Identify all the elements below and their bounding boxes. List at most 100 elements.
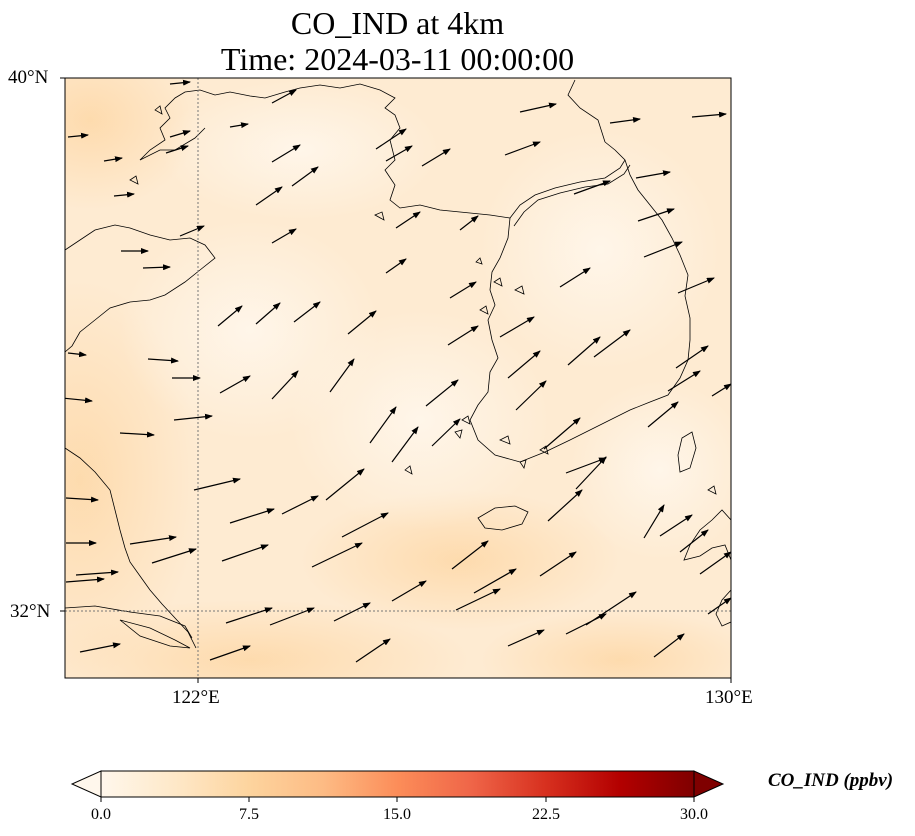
wind-arrow	[225, 607, 273, 624]
wind-arrow	[229, 508, 275, 524]
kyushu-coast	[683, 509, 731, 561]
wind-arrow	[543, 417, 581, 450]
wind-arrow	[677, 277, 715, 294]
wind-arrow	[269, 607, 315, 626]
map-frame	[64, 77, 732, 679]
wind-arrow	[711, 383, 731, 397]
wind-arrow	[567, 336, 601, 366]
wind-arrow	[129, 535, 177, 545]
wind-arrow	[499, 316, 535, 338]
tsushima-island	[677, 431, 697, 473]
wind-arrow	[375, 128, 407, 150]
wind-arrow	[653, 633, 685, 658]
wind-arrow	[593, 329, 631, 358]
colorbar-tick-label: 22.5	[532, 806, 560, 823]
wind-arrow	[291, 166, 319, 187]
colorbar-tick-label: 15.0	[383, 806, 411, 823]
wind-arrow	[637, 208, 675, 222]
wind-arrow	[255, 302, 281, 325]
wind-arrow	[385, 258, 407, 274]
lon-tick-label: 130°E	[705, 687, 753, 708]
wind-arrow	[179, 225, 205, 237]
wind-arrow	[329, 358, 355, 393]
colorbar-bar	[100, 770, 695, 798]
wind-arrow	[281, 495, 319, 515]
wind-arrow	[425, 379, 459, 407]
map-title: CO_IND at 4km	[290, 5, 505, 41]
coastline-korea-border-2	[513, 164, 631, 227]
wind-arrow	[431, 418, 461, 447]
coastline-korea-northeast	[567, 79, 606, 143]
coastline-yangtze	[65, 605, 193, 639]
wind-arrow	[609, 116, 641, 124]
wind-arrow	[585, 591, 637, 626]
wind-arrow	[65, 496, 99, 503]
wind-arrow	[75, 569, 119, 576]
wind-arrow	[369, 406, 397, 444]
wind-arrow	[559, 267, 591, 288]
colorbar-extend-max	[693, 770, 725, 798]
coastline-korea-west	[469, 141, 691, 463]
wind-arrow	[575, 456, 607, 490]
wind-arrow	[219, 375, 251, 394]
wind-arrow	[169, 130, 191, 138]
wind-arrow	[507, 629, 545, 647]
wind-arrow	[173, 413, 213, 421]
jeju-island	[477, 505, 529, 531]
colorbar-tick-label: 30.0	[680, 806, 708, 823]
wind-arrow	[539, 551, 577, 577]
wind-arrow	[547, 489, 583, 522]
wind-arrow	[147, 357, 179, 364]
wind-arrow	[455, 588, 501, 611]
wind-arrow	[519, 102, 557, 113]
wind-arrow	[643, 504, 665, 539]
wind-arrow	[659, 514, 693, 537]
wind-arrow	[271, 144, 301, 163]
wind-arrow	[421, 148, 451, 167]
wind-arrow	[221, 544, 269, 562]
wind-arrow	[451, 540, 489, 570]
wind-arrow	[647, 401, 679, 428]
coastline-korea-border	[509, 159, 626, 219]
colorbar-label: CO_IND (ppbv)	[768, 770, 894, 791]
co-concentration-field	[65, 78, 731, 678]
colorbar	[70, 770, 725, 802]
colorbar-tick-label: 0.0	[91, 806, 111, 823]
lat-tick-label: 40°N	[8, 67, 49, 88]
wind-arrow	[643, 241, 683, 258]
wind-arrow	[341, 512, 389, 538]
wind-arrow	[209, 645, 251, 661]
colorbar-tick-label: 7.5	[239, 806, 259, 823]
wind-arrow	[507, 350, 541, 379]
wind-arrow	[113, 191, 135, 198]
wind-arrow	[395, 211, 421, 229]
wind-arrow	[679, 529, 709, 553]
wind-arrow	[151, 548, 197, 564]
wind-arrow	[65, 576, 105, 583]
wind-arrow	[79, 642, 121, 653]
wind-arrow	[193, 477, 241, 491]
kyushu-south	[715, 589, 731, 627]
wind-arrow	[691, 111, 727, 118]
coastline-china-east	[65, 447, 197, 649]
wind-arrow	[142, 264, 171, 271]
wind-arrow	[271, 89, 297, 104]
coastline-yangtze-island	[119, 619, 191, 649]
wind-vectors	[65, 79, 731, 663]
wind-arrow	[67, 351, 87, 358]
wind-arrow	[515, 380, 547, 411]
wind-arrow	[449, 281, 477, 299]
wind-arrow	[67, 132, 89, 139]
wind-arrow	[473, 568, 517, 594]
wind-arrow	[635, 170, 671, 179]
wind-arrow	[271, 228, 297, 244]
wind-arrow	[459, 215, 479, 231]
wind-arrow	[333, 602, 371, 622]
lat-tick-label: 32°N	[10, 601, 51, 622]
wind-arrow	[391, 426, 419, 463]
wind-arrow	[573, 180, 611, 195]
wind-arrow	[217, 305, 243, 327]
wind-arrow	[229, 122, 249, 129]
wind-arrow	[255, 186, 283, 206]
